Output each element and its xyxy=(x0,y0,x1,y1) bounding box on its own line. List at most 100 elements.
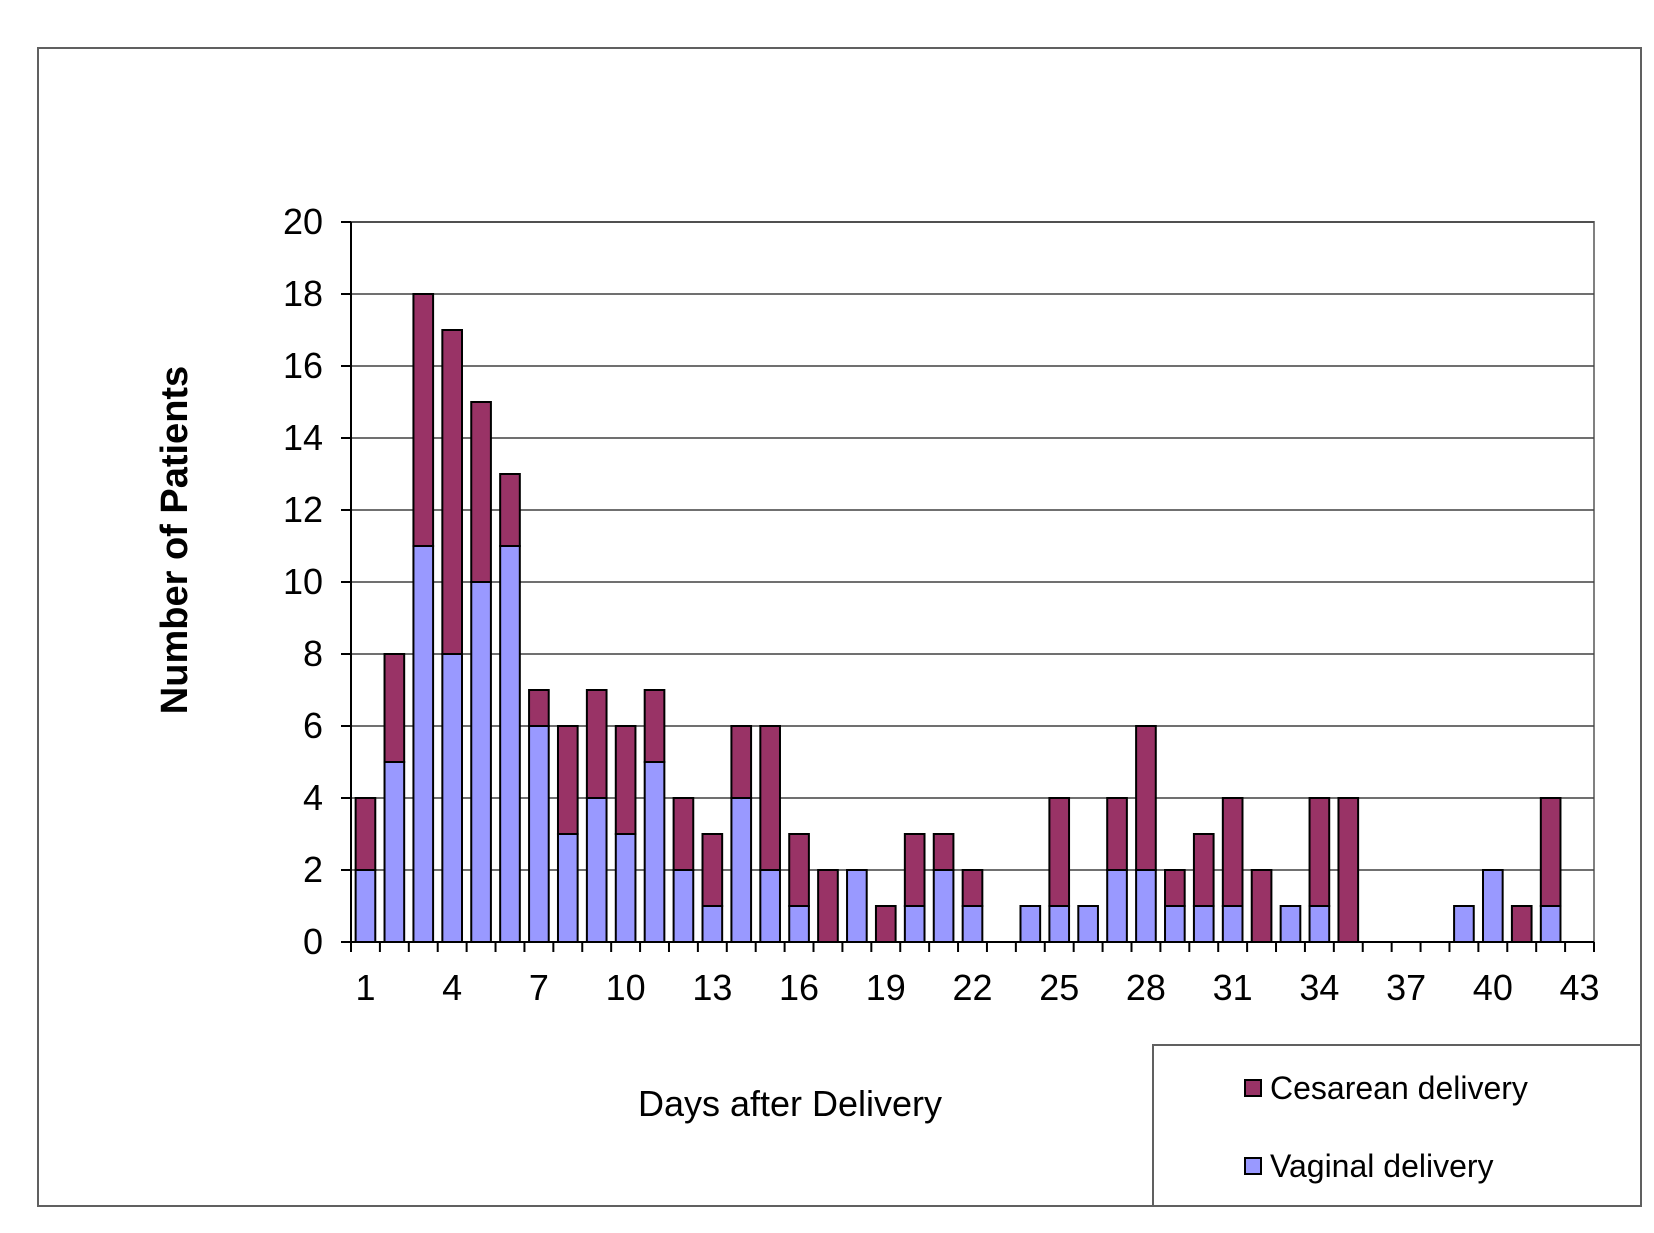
bar-cesarean-day-4 xyxy=(441,329,464,655)
bar-vaginal-day-9 xyxy=(585,797,608,943)
bar-vaginal-day-29 xyxy=(1164,905,1186,943)
bar-cesarean-day-42 xyxy=(1539,797,1562,907)
bar-cesarean-day-14 xyxy=(730,725,753,799)
bar-cesarean-day-20 xyxy=(903,833,926,907)
y-tick-label: 4 xyxy=(303,777,323,818)
x-tick-label: 34 xyxy=(1299,967,1339,1008)
bar-vaginal-day-7 xyxy=(528,725,550,943)
bar-vaginal-day-39 xyxy=(1453,905,1475,943)
x-tick-label: 43 xyxy=(1560,967,1600,1008)
bar-cesarean-day-34 xyxy=(1308,797,1331,907)
bar-cesarean-day-28 xyxy=(1135,725,1157,871)
bars xyxy=(354,293,1562,943)
bar-cesarean-day-41 xyxy=(1510,905,1533,943)
bar-cesarean-day-10 xyxy=(614,725,637,835)
bar-vaginal-day-20 xyxy=(903,905,926,943)
legend: Cesarean delivery Vaginal delivery xyxy=(1152,1044,1642,1207)
bar-cesarean-day-3 xyxy=(412,293,435,547)
y-tick-label: 18 xyxy=(283,273,323,314)
bar-cesarean-day-35 xyxy=(1337,797,1360,943)
legend-item-cesarean: Cesarean delivery xyxy=(1244,1068,1528,1108)
bar-vaginal-day-18 xyxy=(846,869,868,943)
bar-vaginal-day-13 xyxy=(701,905,724,943)
bar-cesarean-day-9 xyxy=(585,689,608,799)
bar-vaginal-day-22 xyxy=(961,905,984,943)
bar-cesarean-day-32 xyxy=(1250,869,1273,943)
y-tick-label: 8 xyxy=(303,633,323,674)
bar-vaginal-day-30 xyxy=(1192,905,1215,943)
legend-swatch-cesarean xyxy=(1244,1079,1262,1097)
bar-vaginal-day-3 xyxy=(412,545,435,943)
bar-cesarean-day-29 xyxy=(1164,869,1186,907)
bar-vaginal-day-28 xyxy=(1135,869,1157,943)
x-tick-label: 28 xyxy=(1126,967,1166,1008)
bar-vaginal-day-14 xyxy=(730,797,753,943)
legend-label-cesarean: Cesarean delivery xyxy=(1270,1069,1528,1106)
x-axis-label: Days after Delivery xyxy=(638,1083,942,1124)
bar-cesarean-day-12 xyxy=(672,797,695,871)
chart-frame xyxy=(37,47,1642,1207)
bar-vaginal-day-4 xyxy=(441,653,464,943)
bar-cesarean-day-17 xyxy=(817,869,839,943)
bar-vaginal-day-6 xyxy=(499,545,521,943)
y-tick-label: 2 xyxy=(303,849,323,890)
bar-cesarean-day-25 xyxy=(1048,797,1071,907)
bar-vaginal-day-31 xyxy=(1221,905,1244,943)
bar-cesarean-day-22 xyxy=(961,869,984,907)
bar-cesarean-day-11 xyxy=(643,689,666,763)
bar-cesarean-day-15 xyxy=(759,725,781,871)
bar-cesarean-day-19 xyxy=(874,905,897,943)
bar-cesarean-day-13 xyxy=(701,833,724,907)
y-tick-label: 0 xyxy=(303,921,323,962)
bar-cesarean-day-21 xyxy=(932,833,955,871)
x-tick-label: 13 xyxy=(692,967,732,1008)
bar-vaginal-day-26 xyxy=(1077,905,1099,943)
bar-vaginal-day-25 xyxy=(1048,905,1071,943)
bar-cesarean-day-6 xyxy=(499,473,521,547)
bar-vaginal-day-5 xyxy=(470,581,492,943)
y-tick-label: 6 xyxy=(303,705,323,746)
legend-swatch-vaginal xyxy=(1244,1157,1262,1175)
legend-item-vaginal: Vaginal delivery xyxy=(1244,1146,1494,1186)
x-tick-label: 37 xyxy=(1386,967,1426,1008)
bar-vaginal-day-42 xyxy=(1539,905,1562,943)
x-tick-label: 10 xyxy=(606,967,646,1008)
bar-vaginal-day-33 xyxy=(1279,905,1302,943)
bar-vaginal-day-8 xyxy=(556,833,579,943)
bar-cesarean-day-5 xyxy=(470,401,492,583)
bar-vaginal-day-21 xyxy=(932,869,955,943)
bar-vaginal-day-15 xyxy=(759,869,781,943)
x-tick-label: 4 xyxy=(442,967,462,1008)
y-axis-label: Number of Patients xyxy=(154,366,196,714)
bar-cesarean-day-2 xyxy=(383,653,406,763)
bar-vaginal-day-11 xyxy=(643,761,666,943)
y-tick-label: 16 xyxy=(283,345,323,386)
x-tick-label: 7 xyxy=(529,967,549,1008)
x-tick-label: 40 xyxy=(1473,967,1513,1008)
x-tick-label: 16 xyxy=(779,967,819,1008)
bar-vaginal-day-34 xyxy=(1308,905,1331,943)
bar-vaginal-day-16 xyxy=(788,905,810,943)
x-tick-label: 25 xyxy=(1039,967,1079,1008)
bar-cesarean-day-16 xyxy=(788,833,810,907)
x-tick-label: 19 xyxy=(866,967,906,1008)
bar-cesarean-day-8 xyxy=(556,725,579,835)
bar-cesarean-day-30 xyxy=(1192,833,1215,907)
bar-vaginal-day-24 xyxy=(1019,905,1042,943)
x-tick-label: 31 xyxy=(1213,967,1253,1008)
y-tick-label: 20 xyxy=(283,201,323,242)
bar-vaginal-day-10 xyxy=(614,833,637,943)
bar-vaginal-day-12 xyxy=(672,869,695,943)
bar-vaginal-day-40 xyxy=(1481,869,1504,943)
x-tick-label: 1 xyxy=(355,967,375,1008)
bar-cesarean-day-7 xyxy=(528,689,550,727)
bar-vaginal-day-2 xyxy=(383,761,406,943)
bar-cesarean-day-31 xyxy=(1221,797,1244,907)
bar-cesarean-day-1 xyxy=(354,797,377,871)
y-tick-label: 14 xyxy=(283,417,323,458)
legend-label-vaginal: Vaginal delivery xyxy=(1270,1147,1494,1184)
y-tick-label: 12 xyxy=(283,489,323,530)
bar-vaginal-day-27 xyxy=(1106,869,1128,943)
